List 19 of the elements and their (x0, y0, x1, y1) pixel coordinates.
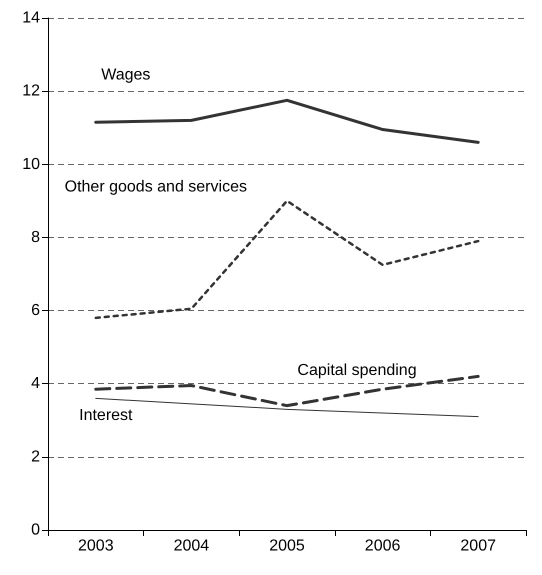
x-tick-label: 2007 (460, 538, 496, 554)
x-tick-label: 2006 (364, 538, 400, 554)
line-series (94, 98, 480, 144)
y-tick-label: 12 (22, 82, 40, 100)
series-label: Capital spending (297, 362, 417, 380)
line-series (94, 200, 480, 320)
y-tick-label: 6 (31, 302, 40, 320)
y-tick-label: 0 (31, 522, 40, 538)
y-tick-label: 14 (22, 10, 40, 26)
x-tick-label: 2003 (78, 538, 114, 554)
x-tick-label: 2004 (174, 538, 210, 554)
x-tick-label: 2005 (269, 538, 305, 554)
text: Wages (101, 66, 150, 84)
y-tick-label: 10 (22, 156, 40, 173)
y-tick-label: 2 (31, 448, 40, 466)
series-label: Interest (79, 406, 134, 424)
y-tick-label: 4 (31, 375, 40, 392)
y-tick-label: 8 (31, 228, 40, 246)
text: Other goods and services (64, 178, 247, 196)
